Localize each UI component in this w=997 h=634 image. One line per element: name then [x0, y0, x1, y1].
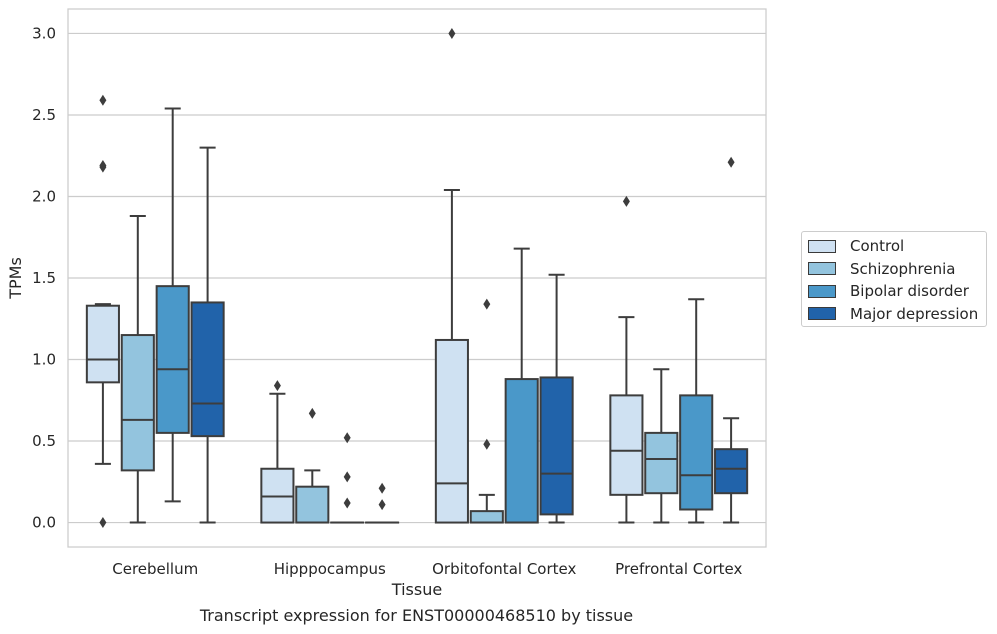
outlier-point — [483, 298, 491, 310]
outlier-point — [622, 195, 630, 207]
x-tick-label: Hipppocampus — [274, 560, 386, 578]
outlier-point — [727, 156, 735, 168]
box-iqr — [469, 510, 504, 524]
x-tick-label: Orbitofontal Cortex — [432, 560, 576, 578]
x-axis-label: Tissue — [391, 580, 442, 599]
box-iqr — [714, 448, 749, 495]
y-tick-label: 0.0 — [32, 514, 56, 532]
outlier-point — [273, 380, 281, 392]
y-tick-label: 2.0 — [32, 187, 56, 205]
outlier-point — [448, 27, 456, 39]
box-iqr — [295, 485, 330, 524]
box-bipolar-disorder — [504, 247, 539, 524]
box-bipolar-disorder — [679, 298, 714, 524]
legend-swatch — [808, 284, 836, 298]
box-schizophrenia — [120, 215, 155, 524]
legend-label: Major depression — [850, 304, 979, 323]
box-control — [609, 195, 644, 524]
box-iqr — [85, 304, 120, 384]
legend-swatch — [808, 239, 836, 253]
box-iqr — [679, 394, 714, 511]
y-tick-label: 1.0 — [32, 351, 56, 369]
box-iqr — [190, 301, 225, 438]
outlier-point — [343, 471, 351, 483]
outlier-point — [99, 517, 107, 529]
box-iqr — [539, 376, 574, 516]
legend-label: Bipolar disorder — [850, 282, 969, 301]
box-iqr — [644, 431, 679, 495]
y-tick-label: 0.5 — [32, 432, 56, 450]
legend: Control Schizophrenia Bipolar disorder Majo… — [801, 231, 987, 327]
outlier-point — [343, 432, 351, 444]
legend-item: Schizophrenia — [808, 258, 986, 281]
y-axis-label: TPMs — [6, 257, 25, 300]
x-tick-labels: Cerebellum Hipppocampus Orbitofontal Corte… — [112, 560, 742, 578]
box-major-depression — [365, 482, 400, 524]
box-control — [434, 27, 469, 524]
figure-caption: Transcript expression for ENST0000046851… — [199, 606, 634, 625]
box-control — [260, 380, 295, 524]
outlier-point — [483, 438, 491, 450]
box-iqr — [504, 378, 539, 524]
box-schizophrenia — [295, 407, 330, 524]
outlier-point — [378, 499, 386, 511]
y-tick-label: 2.5 — [32, 106, 56, 124]
outlier-point — [378, 482, 386, 494]
outlier-point — [308, 407, 316, 419]
box-bipolar-disorder — [155, 107, 190, 503]
outlier-point — [99, 94, 107, 106]
box-major-depression — [714, 156, 749, 524]
box-plot-area — [85, 27, 749, 529]
y-tick-label: 1.5 — [32, 269, 56, 287]
legend-item: Bipolar disorder — [808, 280, 986, 303]
box-schizophrenia — [644, 368, 679, 524]
legend-swatch — [808, 307, 836, 321]
x-tick-label: Prefrontal Cortex — [615, 560, 742, 578]
box-iqr — [155, 285, 190, 434]
box-iqr — [434, 338, 469, 524]
outlier-point — [99, 160, 107, 172]
box-control — [85, 94, 120, 529]
box-major-depression — [190, 146, 225, 524]
legend-item: Control — [808, 235, 986, 258]
outlier-point — [343, 497, 351, 509]
legend-item: Major depression — [808, 303, 986, 326]
y-tick-labels: 0.0 0.5 1.0 1.5 2.0 2.5 3.0 — [32, 24, 56, 531]
legend-swatch — [808, 262, 836, 276]
box-iqr — [120, 334, 155, 472]
plot-frame — [67, 8, 767, 548]
box-iqr — [609, 394, 644, 496]
box-bipolar-disorder — [330, 432, 365, 524]
box-major-depression — [539, 273, 574, 524]
box-schizophrenia — [469, 298, 504, 524]
legend-label: Control — [850, 237, 905, 256]
x-tick-label: Cerebellum — [112, 560, 198, 578]
y-tick-label: 3.0 — [32, 24, 56, 42]
legend-label: Schizophrenia — [850, 259, 956, 278]
